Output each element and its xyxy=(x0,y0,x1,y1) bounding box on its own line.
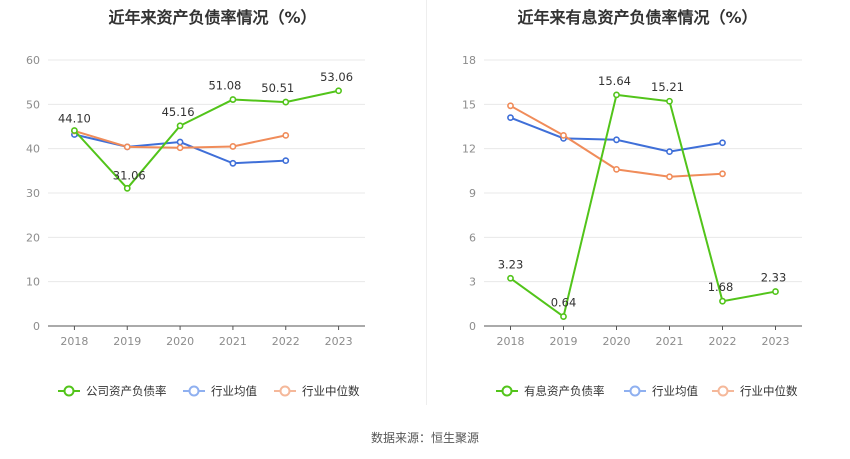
chart-title-interest-bearing: 近年来有息资产负债率情况（%） xyxy=(517,8,758,27)
legend-label: 行业均值 xyxy=(211,384,257,398)
y-tick-label: 60 xyxy=(26,54,40,67)
data-point xyxy=(176,144,184,152)
legend-label: 行业均值 xyxy=(652,384,698,398)
y-tick-label: 6 xyxy=(469,231,476,244)
y-tick-label: 0 xyxy=(33,320,40,333)
legend-marker-icon xyxy=(501,385,513,397)
data-point xyxy=(282,131,290,139)
data-label: 2.33 xyxy=(761,271,787,285)
data-point xyxy=(719,297,726,305)
legend-marker-icon xyxy=(188,385,200,397)
y-tick-label: 20 xyxy=(26,231,40,244)
data-point xyxy=(666,97,673,105)
x-tick-label: 2023 xyxy=(762,335,790,348)
data-label: 51.08 xyxy=(208,79,241,93)
data-label: 0.64 xyxy=(551,296,577,310)
data-point xyxy=(719,139,726,147)
data-point xyxy=(229,96,237,103)
data-point xyxy=(613,165,620,173)
x-tick-label: 2022 xyxy=(709,335,737,348)
data-point xyxy=(335,87,342,95)
data-point xyxy=(282,98,290,106)
legend-item-2[interactable]: 行业中位数 xyxy=(274,384,360,398)
panel-divider xyxy=(426,0,427,405)
y-tick-label: 18 xyxy=(462,54,476,67)
legend-marker-icon xyxy=(63,385,75,397)
x-tick-label: 2020 xyxy=(603,335,631,348)
x-tick-label: 2019 xyxy=(113,335,141,348)
legend-item-2[interactable]: 行业中位数 xyxy=(712,384,798,398)
legend-item-1[interactable]: 行业均值 xyxy=(183,384,257,398)
y-tick-label: 40 xyxy=(26,143,40,156)
legend-label: 有息资产负债率 xyxy=(524,384,605,398)
x-tick-label: 2019 xyxy=(550,335,578,348)
data-point xyxy=(560,313,567,320)
series-line-0 xyxy=(73,89,339,190)
y-tick-label: 50 xyxy=(26,98,40,111)
chart-1: 0 10 20 30 40 50 60 2018 2019 2020 2021 2022 2023 44.… xyxy=(26,54,365,398)
x-tick-label: 2021 xyxy=(219,335,247,348)
legend-label: 公司资产负债率 xyxy=(86,384,167,398)
data-point xyxy=(772,288,779,295)
data-point xyxy=(71,127,78,134)
x-tick-label: 2020 xyxy=(166,335,194,348)
x-tick-label: 2021 xyxy=(656,335,684,348)
data-label: 31.06 xyxy=(113,168,146,182)
data-point xyxy=(613,91,620,99)
data-point xyxy=(123,143,131,151)
data-label: 44.10 xyxy=(58,111,91,125)
data-point xyxy=(229,159,237,167)
data-point xyxy=(507,102,514,110)
data-label: 50.51 xyxy=(261,81,294,95)
chart-title-asset-liability: 近年来资产负债率情况（%） xyxy=(108,8,317,27)
data-point xyxy=(282,157,290,165)
data-point xyxy=(613,136,620,144)
legend-label: 行业中位数 xyxy=(740,384,798,398)
series-line-0 xyxy=(509,93,776,319)
data-point xyxy=(123,184,131,192)
y-tick-label: 30 xyxy=(26,187,40,200)
x-tick-label: 2023 xyxy=(325,335,353,348)
data-point xyxy=(507,274,514,282)
legend-marker-icon xyxy=(629,385,641,397)
data-point xyxy=(560,131,567,139)
data-point xyxy=(176,122,184,130)
y-tick-label: 15 xyxy=(462,98,476,111)
data-point xyxy=(719,170,726,178)
data-source: 数据来源：恒生聚源 xyxy=(370,431,479,445)
data-label: 45.16 xyxy=(162,105,195,119)
data-label: 15.21 xyxy=(651,80,684,94)
legend-marker-icon xyxy=(279,385,291,397)
data-label: 1.68 xyxy=(708,280,734,294)
y-tick-label: 0 xyxy=(469,320,476,333)
data-point xyxy=(666,148,673,156)
y-tick-label: 9 xyxy=(469,187,476,200)
data-label: 3.23 xyxy=(498,257,524,271)
y-tick-label: 12 xyxy=(462,143,476,156)
legend-label: 行业中位数 xyxy=(302,384,360,398)
legend-marker-icon xyxy=(717,385,729,397)
y-tick-label: 3 xyxy=(469,276,476,289)
legend-item-0[interactable]: 有息资产负债率 xyxy=(496,384,605,398)
data-point xyxy=(229,143,237,150)
data-point xyxy=(176,138,184,146)
legend-item-1[interactable]: 行业均值 xyxy=(624,384,698,398)
data-label: 53.06 xyxy=(320,70,353,84)
data-point xyxy=(666,173,673,181)
legend-item-0[interactable]: 公司资产负债率 xyxy=(58,384,167,398)
y-tick-label: 10 xyxy=(26,276,40,289)
chart-2: 0 3 6 9 12 15 18 2018 2019 2020 2021 2022 2023 3.23 0.… xyxy=(462,54,802,398)
x-tick-label: 2018 xyxy=(497,335,525,348)
data-label: 15.64 xyxy=(598,74,631,88)
data-point xyxy=(507,114,514,122)
x-tick-label: 2022 xyxy=(272,335,300,348)
x-tick-label: 2018 xyxy=(60,335,88,348)
